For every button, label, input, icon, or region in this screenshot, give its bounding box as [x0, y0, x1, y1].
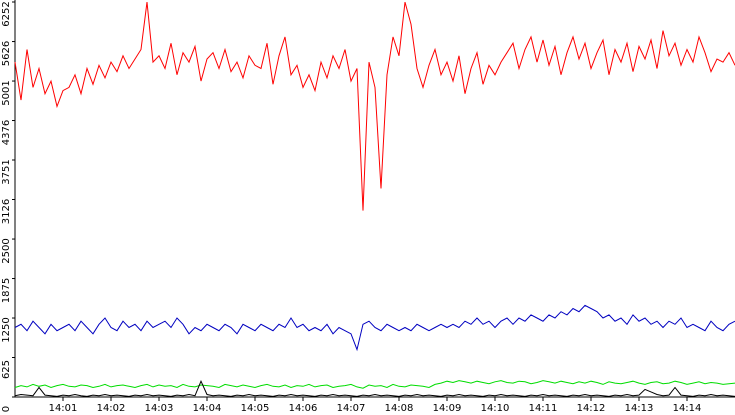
y-tick-label: 3126	[1, 199, 12, 224]
series-line	[14, 304, 735, 352]
y-tick-label: 625	[1, 360, 12, 379]
x-tick-label: 14:11	[529, 403, 558, 414]
x-tick-label: 14:08	[385, 403, 414, 414]
series-line	[14, 379, 735, 397]
x-tick-label: 14:06	[289, 403, 318, 414]
x-tick-label: 14:13	[625, 403, 654, 414]
y-tick-label: 4376	[1, 120, 12, 145]
x-tick-label: 14:10	[481, 403, 510, 414]
x-tick-label: 14:01	[49, 403, 78, 414]
x-tick-label: 14:05	[241, 403, 270, 414]
x-tick-label: 14:14	[673, 403, 702, 414]
x-tick-label: 14:04	[193, 403, 222, 414]
y-tick-label: 1875	[1, 278, 12, 303]
x-tick-label: 14:12	[577, 403, 606, 414]
series-line	[14, 1, 735, 211]
series-line	[14, 380, 735, 389]
y-tick-label: 3751	[1, 159, 12, 184]
x-tick-label: 14:02	[97, 403, 126, 414]
y-tick-label: 0	[1, 406, 12, 412]
y-tick-label: 6252	[1, 1, 12, 26]
y-tick-label: 1250	[1, 317, 12, 342]
x-tick-label: 14:09	[433, 403, 462, 414]
x-tick-label: 14:07	[337, 403, 366, 414]
y-tick-label: 2500	[1, 238, 12, 263]
y-tick-label: 5001	[1, 80, 12, 105]
x-tick-label: 14:03	[145, 403, 174, 414]
y-tick-label: 5626	[1, 41, 12, 66]
